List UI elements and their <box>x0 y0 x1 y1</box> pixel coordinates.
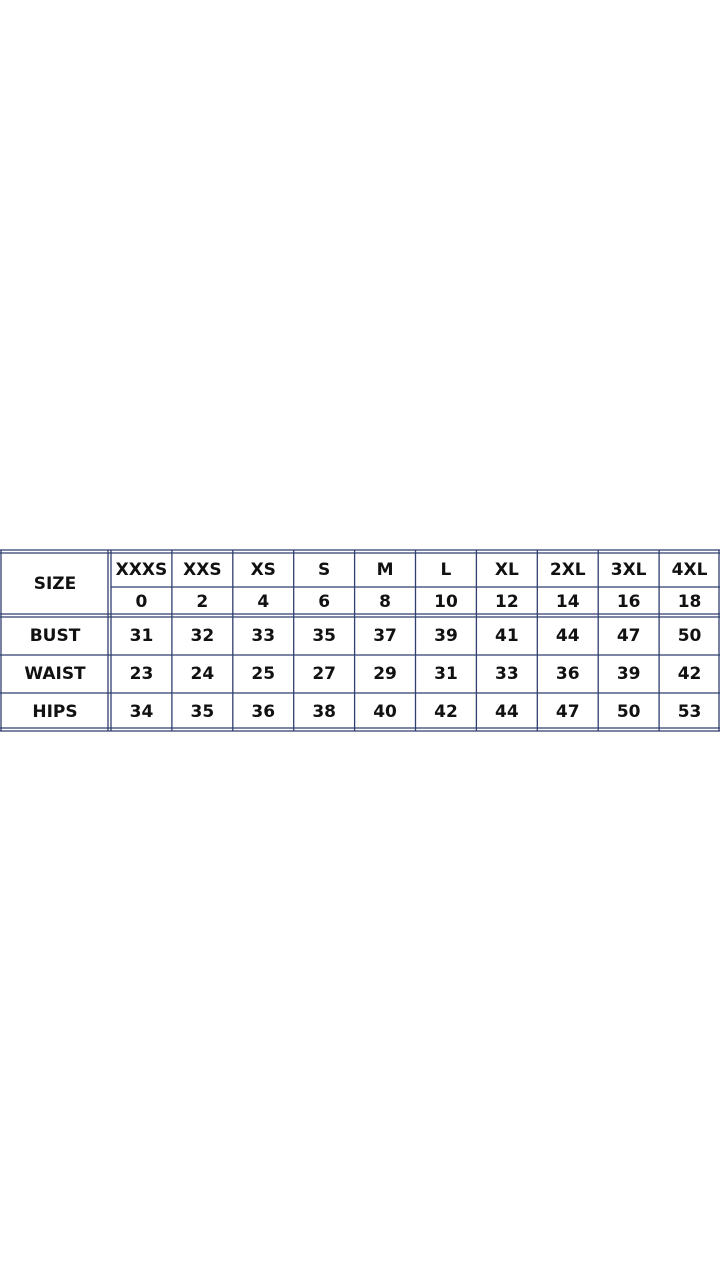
size-number: 14 <box>556 592 580 612</box>
measurement: 37 <box>373 626 397 646</box>
row-label: BUST <box>30 626 81 646</box>
measurement: 47 <box>617 626 641 646</box>
size-number: 10 <box>434 592 458 612</box>
measurement: 27 <box>312 664 336 684</box>
measurement: 36 <box>556 664 580 684</box>
measurement: 50 <box>678 626 702 646</box>
measurement: 34 <box>130 702 154 722</box>
table-grid <box>0 549 720 732</box>
header-label: SIZE <box>34 574 77 594</box>
row-label: WAIST <box>24 664 86 684</box>
measurement: 33 <box>251 626 275 646</box>
size-number: 2 <box>196 592 208 612</box>
size-number: 18 <box>678 592 702 612</box>
size-letter: XL <box>495 560 519 580</box>
measurement: 39 <box>617 664 641 684</box>
size-number: 12 <box>495 592 519 612</box>
size-letter: XS <box>251 560 276 580</box>
measurement: 44 <box>495 702 519 722</box>
measurement: 25 <box>251 664 275 684</box>
measurement: 23 <box>130 664 154 684</box>
measurement: 42 <box>678 664 702 684</box>
size-letter: L <box>441 560 452 580</box>
size-letter: 3XL <box>611 560 647 580</box>
size-number: 8 <box>379 592 391 612</box>
size-letter: 2XL <box>550 560 586 580</box>
size-letter: 4XL <box>672 560 708 580</box>
measurement: 39 <box>434 626 458 646</box>
measurement: 33 <box>495 664 519 684</box>
measurement: 31 <box>130 626 154 646</box>
measurement: 50 <box>617 702 641 722</box>
measurement: 47 <box>556 702 580 722</box>
size-table: SIZE XXXS 0 XXS 2 XS 4 S 6 M 8 L 10 XL 12 2XL 14 3XL 16 4XL… <box>24 560 707 722</box>
measurement: 44 <box>556 626 580 646</box>
measurement: 53 <box>678 702 702 722</box>
size-number: 6 <box>318 592 330 612</box>
measurement: 29 <box>373 664 397 684</box>
measurement: 24 <box>191 664 215 684</box>
size-number: 0 <box>136 592 148 612</box>
size-letter: XXXS <box>116 560 168 580</box>
measurement: 35 <box>191 702 215 722</box>
measurement: 36 <box>251 702 275 722</box>
size-letter: XXS <box>183 560 221 580</box>
row-label: HIPS <box>32 702 77 722</box>
size-letter: M <box>377 560 394 580</box>
measurement: 41 <box>495 626 519 646</box>
size-number: 4 <box>257 592 269 612</box>
measurement: 40 <box>373 702 397 722</box>
measurement: 35 <box>312 626 336 646</box>
measurement: 38 <box>312 702 336 722</box>
size-number: 16 <box>617 592 641 612</box>
measurement: 42 <box>434 702 458 722</box>
measurement: 32 <box>191 626 215 646</box>
size-letter: S <box>318 560 330 580</box>
measurement: 31 <box>434 664 458 684</box>
